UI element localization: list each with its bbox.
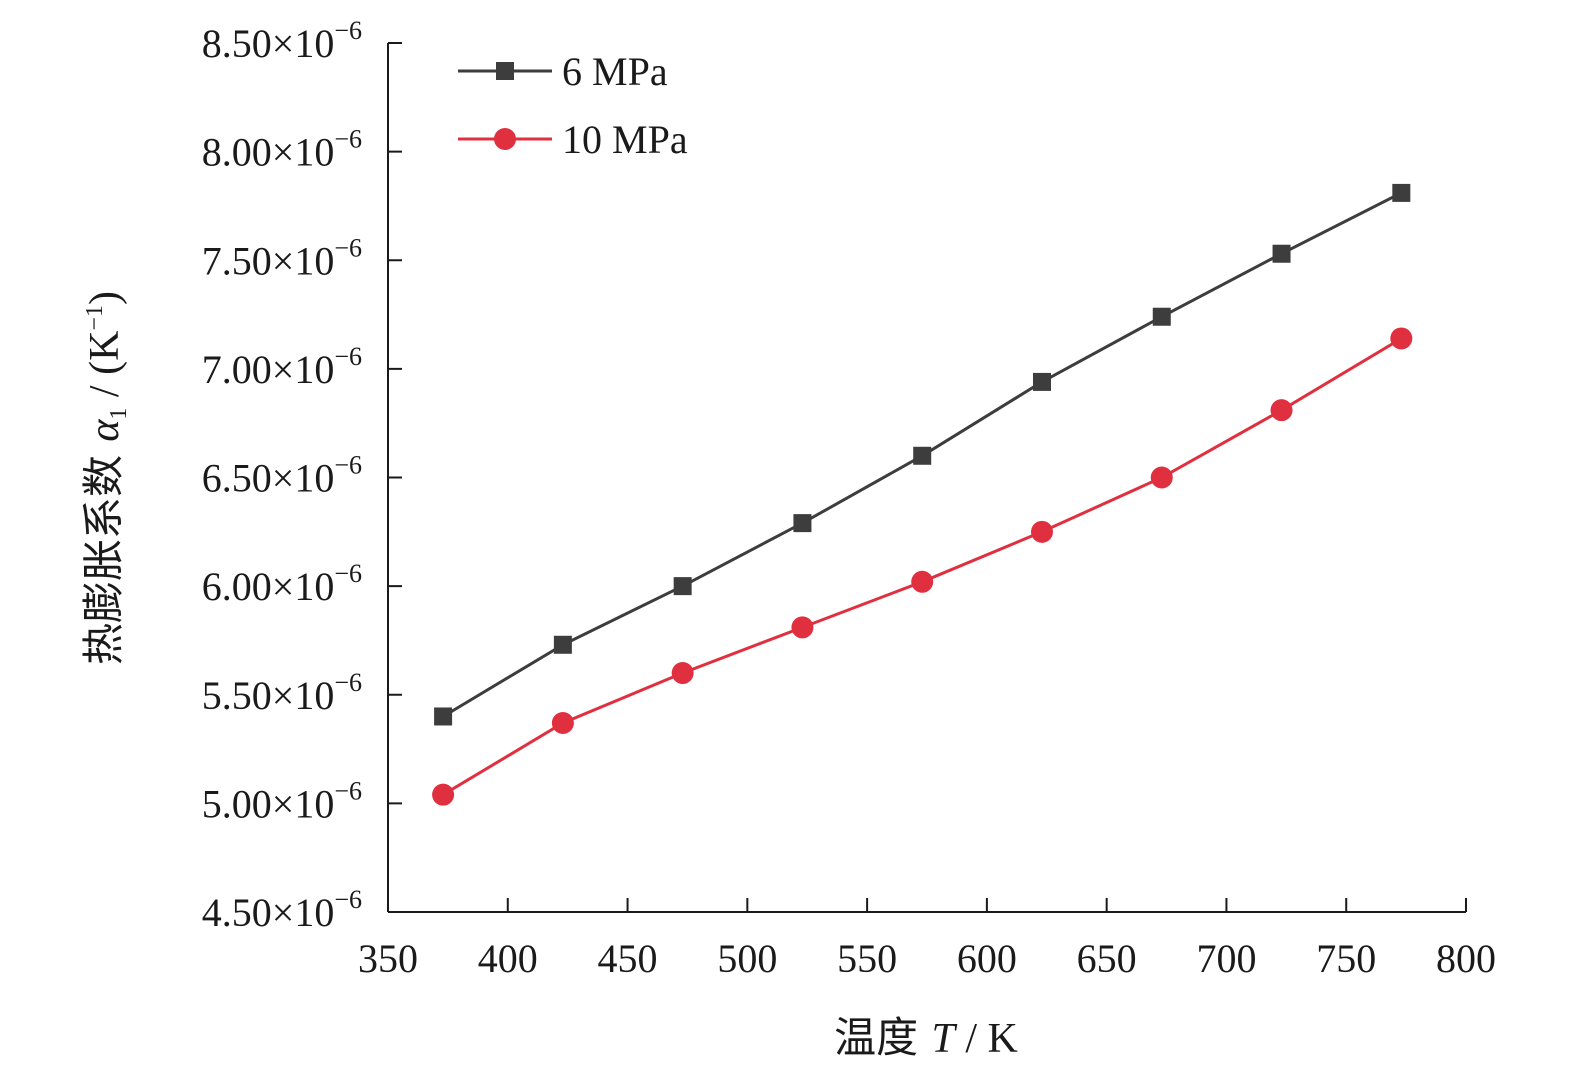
- series-line: [442, 337, 1403, 796]
- data-point: [1272, 244, 1291, 263]
- legend-marker: [496, 62, 514, 80]
- y-tick-label-mantissa: 7.00×10: [202, 347, 335, 392]
- y-tick-label-mantissa: 8.50×10: [202, 21, 335, 66]
- y-tick-label-exponent: −6: [334, 451, 362, 480]
- y-tick-label: 6.50×10−6: [202, 451, 362, 501]
- data-point: [434, 707, 453, 726]
- data-point: [551, 711, 574, 734]
- x-tick-label: 500: [717, 936, 777, 981]
- data-point: [432, 783, 455, 806]
- y-tick-label-exponent: −6: [334, 559, 362, 588]
- legend-item: 10 MPa: [458, 117, 688, 162]
- y-tick-label-mantissa: 6.50×10: [202, 456, 335, 501]
- x-tick-label: 650: [1077, 936, 1137, 981]
- y-axis-title-superscript: −1: [82, 305, 108, 331]
- data-point: [1152, 307, 1171, 326]
- y-tick-label: 7.50×10−6: [202, 233, 362, 283]
- legend-item: 6 MPa: [458, 49, 668, 94]
- x-axis-title-prefix: 温度: [834, 1013, 931, 1062]
- legend-label: 6 MPa: [562, 49, 668, 94]
- data-point: [1150, 466, 1173, 489]
- y-axis-title-group: 热膨胀系数 α1 / (K−1): [79, 291, 132, 665]
- x-axis-title-unit: / K: [955, 1016, 1018, 1062]
- y-axis-title-subscript: 1: [106, 408, 132, 420]
- y-axis-ticks: 4.50×10−65.00×10−65.50×10−66.00×10−66.50…: [202, 16, 402, 935]
- y-tick-label-exponent: −6: [334, 885, 362, 914]
- y-tick-label-mantissa: 4.50×10: [202, 890, 335, 935]
- y-tick-label-exponent: −6: [334, 233, 362, 262]
- data-point: [673, 577, 692, 596]
- x-tick-label: 450: [598, 936, 658, 981]
- y-tick-label-exponent: −6: [334, 125, 362, 154]
- data-point: [1390, 327, 1413, 350]
- y-tick-label: 8.50×10−6: [202, 16, 362, 66]
- y-axis-title-prefix: 热膨胀系数: [79, 442, 128, 665]
- y-tick-label: 5.50×10−6: [202, 668, 362, 718]
- y-axis-title-unit: / (K: [82, 331, 128, 408]
- data-point: [911, 570, 934, 593]
- y-tick-label-mantissa: 6.00×10: [202, 564, 335, 609]
- axes: [387, 43, 1466, 913]
- x-axis-title-variable: T: [932, 1016, 958, 1062]
- data-point: [791, 616, 814, 639]
- x-tick-label: 600: [957, 936, 1017, 981]
- y-tick-label: 8.00×10−6: [202, 125, 362, 175]
- y-tick-label: 6.00×10−6: [202, 559, 362, 609]
- y-tick-label: 4.50×10−6: [202, 885, 362, 935]
- y-tick-label-exponent: −6: [334, 342, 362, 371]
- legend: 6 MPa 10 MPa: [458, 49, 688, 162]
- data-point: [1030, 520, 1053, 543]
- series-10-mpa: [432, 327, 1413, 806]
- data-point: [1270, 399, 1293, 422]
- data-point: [553, 635, 572, 654]
- y-tick-label: 5.00×10−6: [202, 776, 362, 826]
- legend-marker: [494, 128, 516, 150]
- data-point: [1392, 183, 1411, 202]
- y-tick-label-exponent: −6: [334, 776, 362, 805]
- y-tick-label-mantissa: 8.00×10: [202, 130, 335, 175]
- y-tick-label-mantissa: 5.50×10: [202, 673, 335, 718]
- x-axis-title: 温度 T / K: [834, 1013, 1018, 1062]
- y-axis-title-variable: α: [82, 419, 128, 442]
- y-axis-title-close: ): [82, 291, 128, 305]
- x-tick-label: 800: [1436, 936, 1496, 981]
- data-point: [1032, 372, 1051, 391]
- y-tick-label: 7.00×10−6: [202, 342, 362, 392]
- series-layer: [432, 183, 1413, 806]
- data-point: [793, 514, 812, 533]
- y-tick-label-mantissa: 7.50×10: [202, 238, 335, 283]
- legend-label: 10 MPa: [562, 117, 688, 162]
- x-tick-label: 700: [1196, 936, 1256, 981]
- y-tick-label-mantissa: 5.00×10: [202, 781, 335, 826]
- series-6-mpa: [434, 183, 1411, 726]
- x-tick-label: 750: [1316, 936, 1376, 981]
- data-point: [913, 446, 932, 465]
- data-point: [671, 662, 694, 685]
- x-tick-label: 400: [478, 936, 538, 981]
- x-tick-label: 350: [358, 936, 418, 981]
- y-axis-title: 热膨胀系数 α1 / (K−1): [79, 291, 132, 665]
- x-axis-ticks: 350 400 450 500 550 600 650 700 750 800: [358, 898, 1496, 981]
- y-tick-label-exponent: −6: [334, 16, 362, 45]
- x-tick-label: 550: [837, 936, 897, 981]
- y-tick-label-exponent: −6: [334, 668, 362, 697]
